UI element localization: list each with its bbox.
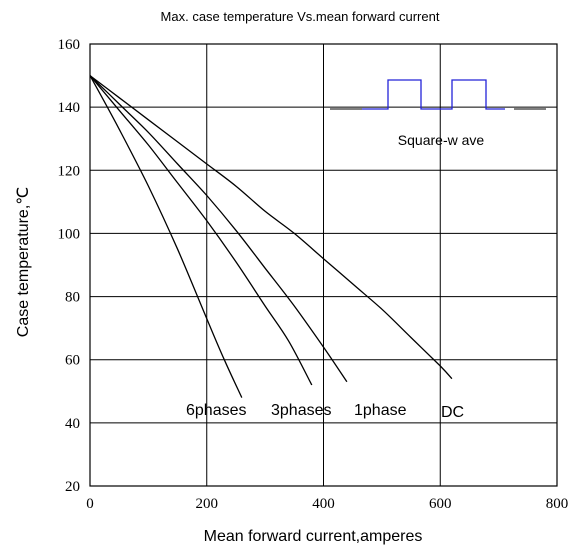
y-tick-label: 140 — [58, 100, 81, 116]
y-tick-label: 100 — [58, 226, 81, 242]
series-line-dc — [89, 75, 453, 380]
curve-label-6phases: 6phases — [186, 402, 247, 419]
y-tick-label: 80 — [65, 290, 80, 306]
x-tick-label: 400 — [312, 496, 335, 512]
series-line-6phases — [89, 75, 243, 398]
x-tick-label: 600 — [429, 496, 452, 512]
x-tick-label: 200 — [196, 496, 219, 512]
x-axis-title: Mean forward current,amperes — [204, 528, 423, 545]
curve-label-1phase: 1phase — [354, 402, 407, 419]
curve-label-3phases: 3phases — [271, 402, 332, 419]
y-tick-label: 40 — [65, 416, 80, 432]
y-tick-label: 60 — [65, 353, 80, 369]
y-tick-label: 20 — [65, 479, 80, 495]
square-wave-signal — [362, 79, 505, 110]
series-line-1phase — [89, 75, 348, 383]
y-tick-label: 120 — [58, 163, 81, 179]
series-line-3phases — [89, 75, 313, 386]
curve-label-dc: DC — [441, 404, 464, 421]
plot-frame — [89, 43, 558, 487]
x-tick-label: 800 — [546, 496, 569, 512]
y-axis-title: Case temperature,℃ — [15, 187, 32, 337]
square-wave-label: Square-w ave — [398, 132, 485, 148]
y-tick-label: 160 — [58, 37, 81, 53]
square-wave-illustration: Square-w ave — [330, 79, 546, 148]
chart-title: Max. case temperature Vs.mean forward cu… — [161, 9, 440, 24]
x-tick-label: 0 — [86, 496, 94, 512]
